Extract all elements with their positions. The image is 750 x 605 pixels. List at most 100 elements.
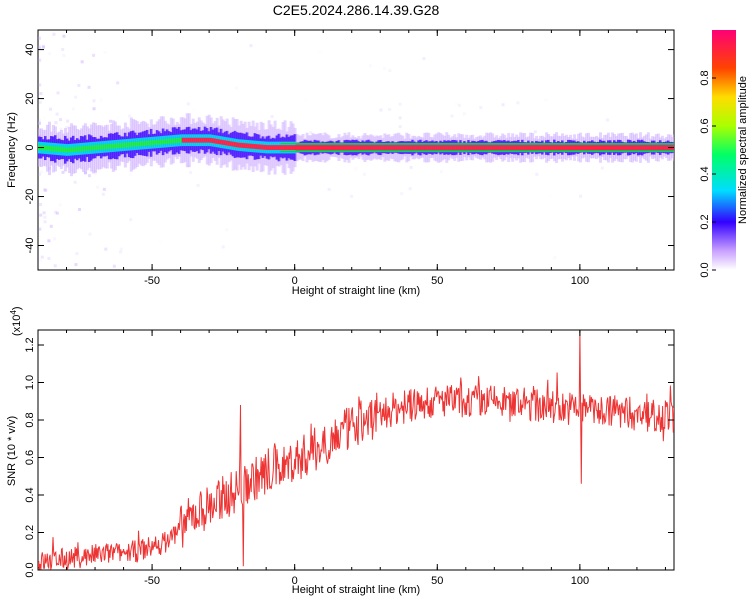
spectrogram-ridge-cell: [191, 137, 195, 143]
spectrogram-noise-cell: [101, 192, 105, 196]
spectrogram-ridge-cell: [299, 145, 303, 150]
spectrogram-noise-cell: [479, 106, 483, 110]
spectrogram-ridge-cell: [425, 145, 429, 150]
spectrogram-noise-cell: [38, 118, 42, 122]
spectrogram-ridge-cell: [263, 144, 267, 150]
spectrogram-ridge-cell: [337, 145, 341, 150]
spectrogram-noise-cell: [75, 252, 79, 256]
spectrogram-ridge-cell: [606, 145, 610, 150]
spectrogram-noise-cell: [38, 36, 42, 40]
spectrogram-ridge-cell: [277, 145, 281, 150]
spectrogram-ridge-cell: [251, 143, 255, 149]
spectrogram-ridge-cell: [604, 145, 608, 150]
spectrogram-ridge-cell: [259, 144, 263, 150]
spectrogram-ridge-cell: [547, 145, 551, 150]
spectrogram-ridge-cell: [285, 145, 289, 150]
spectrogram-ridge-cell: [427, 145, 431, 150]
spectrogram-noise-cell: [38, 46, 42, 50]
spectrogram-noise-cell: [159, 240, 162, 243]
spectrogram-noise-cell: [379, 108, 383, 112]
spectrogram-ridge-cell: [455, 145, 459, 150]
spectrogram-ridge-cell: [417, 145, 421, 150]
spectrogram-ridge-cell: [185, 137, 189, 143]
spectrogram-ridge-cell: [513, 145, 517, 150]
spectrogram-noise-cell: [74, 263, 78, 267]
spectrogram-ridge-cell: [217, 139, 221, 145]
spectrogram-ridge-cell: [563, 145, 567, 150]
spectrogram-ridge-cell: [565, 145, 569, 150]
spectrogram-ridge-cell: [383, 145, 387, 150]
spectrogram-ridge-cell: [610, 145, 614, 150]
spectrogram-noise-cell: [38, 259, 42, 263]
spectrogram-ridge-cell: [187, 137, 191, 143]
spectrogram-ridge-cell: [123, 142, 127, 148]
spectrogram-ridge-cell: [87, 145, 91, 151]
spectrogram-ridge-cell: [241, 142, 245, 148]
spectrogram-ridge-cell: [293, 145, 297, 150]
spectrogram-ridge-cell: [505, 145, 509, 150]
spectrogram-ridge-cell: [493, 145, 497, 150]
spectrogram-ridge-cell: [650, 145, 654, 150]
spectrogram-noise-cell: [398, 116, 402, 120]
spectrogram-ridge-cell: [465, 145, 469, 150]
spectrogram-ridge-cell: [327, 145, 331, 150]
spectrogram-ridge-cell: [620, 145, 624, 150]
spectrogram-ridge-cell: [195, 137, 199, 143]
spectrogram-ridge-cell: [405, 145, 409, 150]
spectrogram-noise-cell: [56, 91, 60, 95]
spectrogram-y-tick-label: 20: [24, 92, 36, 104]
spectrogram-noise-cell: [49, 224, 53, 228]
spectrogram-noise-cell: [71, 107, 75, 111]
spectrogram-ridge-cell: [159, 139, 163, 145]
spectrogram-panel: -50 0 50 100 -40 -20 0 20 40 Height of straight …: [6, 29, 675, 297]
spectrogram-ridge-cell: [173, 138, 177, 144]
spectrogram-ridge-cell: [105, 144, 109, 150]
spectrogram-noise-cell: [305, 99, 308, 102]
spectrogram-noise-cell: [354, 167, 358, 171]
spectrogram-ridge-cell: [624, 145, 628, 150]
spectrogram-ridge-cell: [181, 137, 185, 143]
spectrogram-noise-cell: [61, 48, 65, 52]
spectrogram-ridge-cell: [209, 137, 213, 143]
spectrogram-ridge-cell: [261, 144, 265, 150]
spectrogram-ridge-cell: [229, 141, 233, 147]
spectrogram-ridge-cell: [648, 145, 652, 150]
spectrogram-ridge-cell: [555, 145, 559, 150]
spectrogram-ridge-cell: [449, 145, 453, 150]
spectrogram-noise-cell: [53, 264, 57, 268]
spectrogram-ridge-cell: [363, 145, 367, 150]
spectrogram-noise-cell: [104, 247, 108, 251]
spectrogram-ridge-cell: [656, 145, 660, 150]
spectrogram-ridge-cell: [485, 145, 489, 150]
spectrogram-noise-cell: [103, 50, 107, 54]
spectrogram-ridge-cell: [271, 145, 275, 150]
spectrogram-ridge-cell: [61, 147, 65, 153]
spectrogram-ridge-cell: [311, 145, 315, 150]
spectrogram-noise-cell: [73, 180, 77, 184]
spectrogram-ridge-cell: [321, 145, 325, 150]
spectrogram-ridge-cell: [385, 145, 389, 150]
spectrogram-ridge-cell: [225, 140, 229, 146]
spectrogram-ridge-cell: [45, 145, 49, 151]
spectrogram-ridge-cell: [614, 145, 618, 150]
spectrogram-ridge-cell: [495, 145, 499, 150]
spectrogram-ridge-cell: [583, 145, 587, 150]
spectrogram-ridge-cell: [197, 137, 201, 143]
spectrogram-y-tick-label: 0: [24, 144, 36, 150]
spectrogram-noise-cell: [600, 166, 604, 170]
spectrogram-noise-cell: [38, 100, 42, 104]
spectrogram-cells: [38, 32, 674, 268]
spectrogram-ridge-cell: [117, 143, 121, 149]
spectrogram-ridge-cell: [559, 145, 563, 150]
spectrogram-ridge-cell: [501, 145, 505, 150]
spectrogram-noise-cell: [39, 213, 43, 217]
colorbar-gradient: [712, 30, 736, 270]
spectrogram-noise-cell: [189, 171, 193, 175]
spectrogram-noise-cell: [369, 64, 373, 68]
spectrogram-ridge-cell: [557, 145, 561, 150]
spectrogram-ridge-cell: [165, 139, 169, 144]
spectrogram-ridge-cell: [457, 145, 461, 150]
spectrogram-ridge-cell: [487, 145, 491, 150]
spectrogram-ridge-cell: [289, 145, 293, 150]
spectrogram-y-label: Frequency (Hz): [6, 112, 18, 188]
